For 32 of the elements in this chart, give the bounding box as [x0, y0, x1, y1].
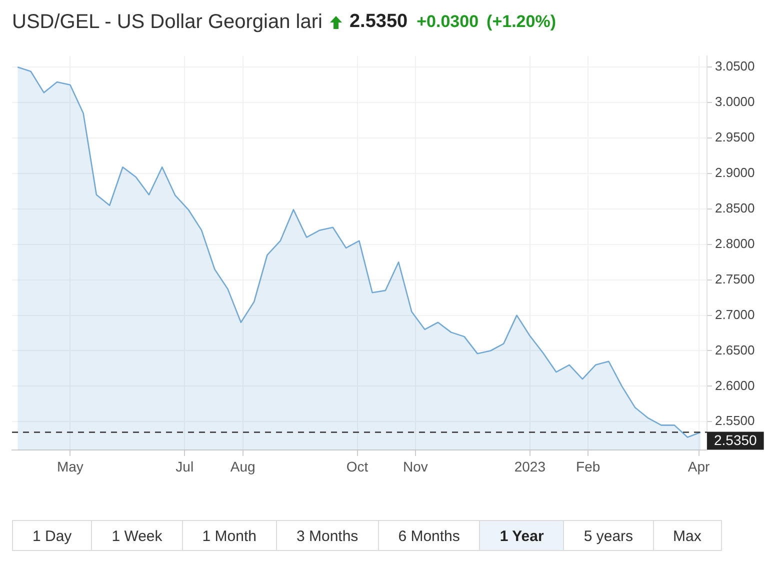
x-tick-label: 2023 [514, 458, 546, 474]
x-tick-label: Jul [176, 458, 194, 474]
x-tick-label: Nov [402, 458, 428, 474]
y-tick-label: 2.8500 [715, 200, 755, 216]
text: +0.0300 [416, 12, 479, 32]
range-button[interactable]: 1 Year [480, 520, 564, 551]
x-tick-label: Aug [230, 458, 256, 474]
y-tick-label: 2.9500 [715, 130, 755, 145]
x-tick-label: Apr [688, 458, 710, 474]
range-button[interactable]: 1 Week [92, 520, 183, 551]
x-tick-label: Feb [576, 458, 600, 474]
range-button[interactable]: 5 years [564, 520, 654, 551]
range-button[interactable]: 1 Day [12, 520, 92, 551]
range-button[interactable]: 3 Months [276, 520, 379, 551]
y-tick-label: 2.7000 [715, 306, 755, 322]
chart-title: USD/GEL - US Dollar Georgian lari [12, 10, 322, 34]
chart-subtitle: 2.5350 [349, 11, 408, 33]
y-tick-label: 2.6500 [715, 342, 755, 358]
y-tick-label: 3.0000 [715, 94, 755, 110]
y-tick-label: 2.6000 [715, 378, 755, 393]
range-button[interactable]: 6 Months [378, 520, 480, 551]
y-tick-label: 3.0500 [715, 58, 755, 74]
x-tick-label: Oct [346, 458, 368, 474]
y-tick-label: 2.8000 [715, 236, 755, 251]
y-tick-label: 2.5500 [715, 413, 755, 428]
range-button[interactable]: Max [654, 520, 722, 551]
y-tick-label: 2.9000 [715, 165, 755, 180]
range-button[interactable]: 1 Month [182, 520, 277, 551]
x-tick-label: May [56, 458, 84, 474]
y-tick-label: 2.7500 [715, 271, 755, 286]
text: (+1.20%) [486, 12, 556, 32]
ref-line-label: 2.5350 [714, 432, 758, 448]
